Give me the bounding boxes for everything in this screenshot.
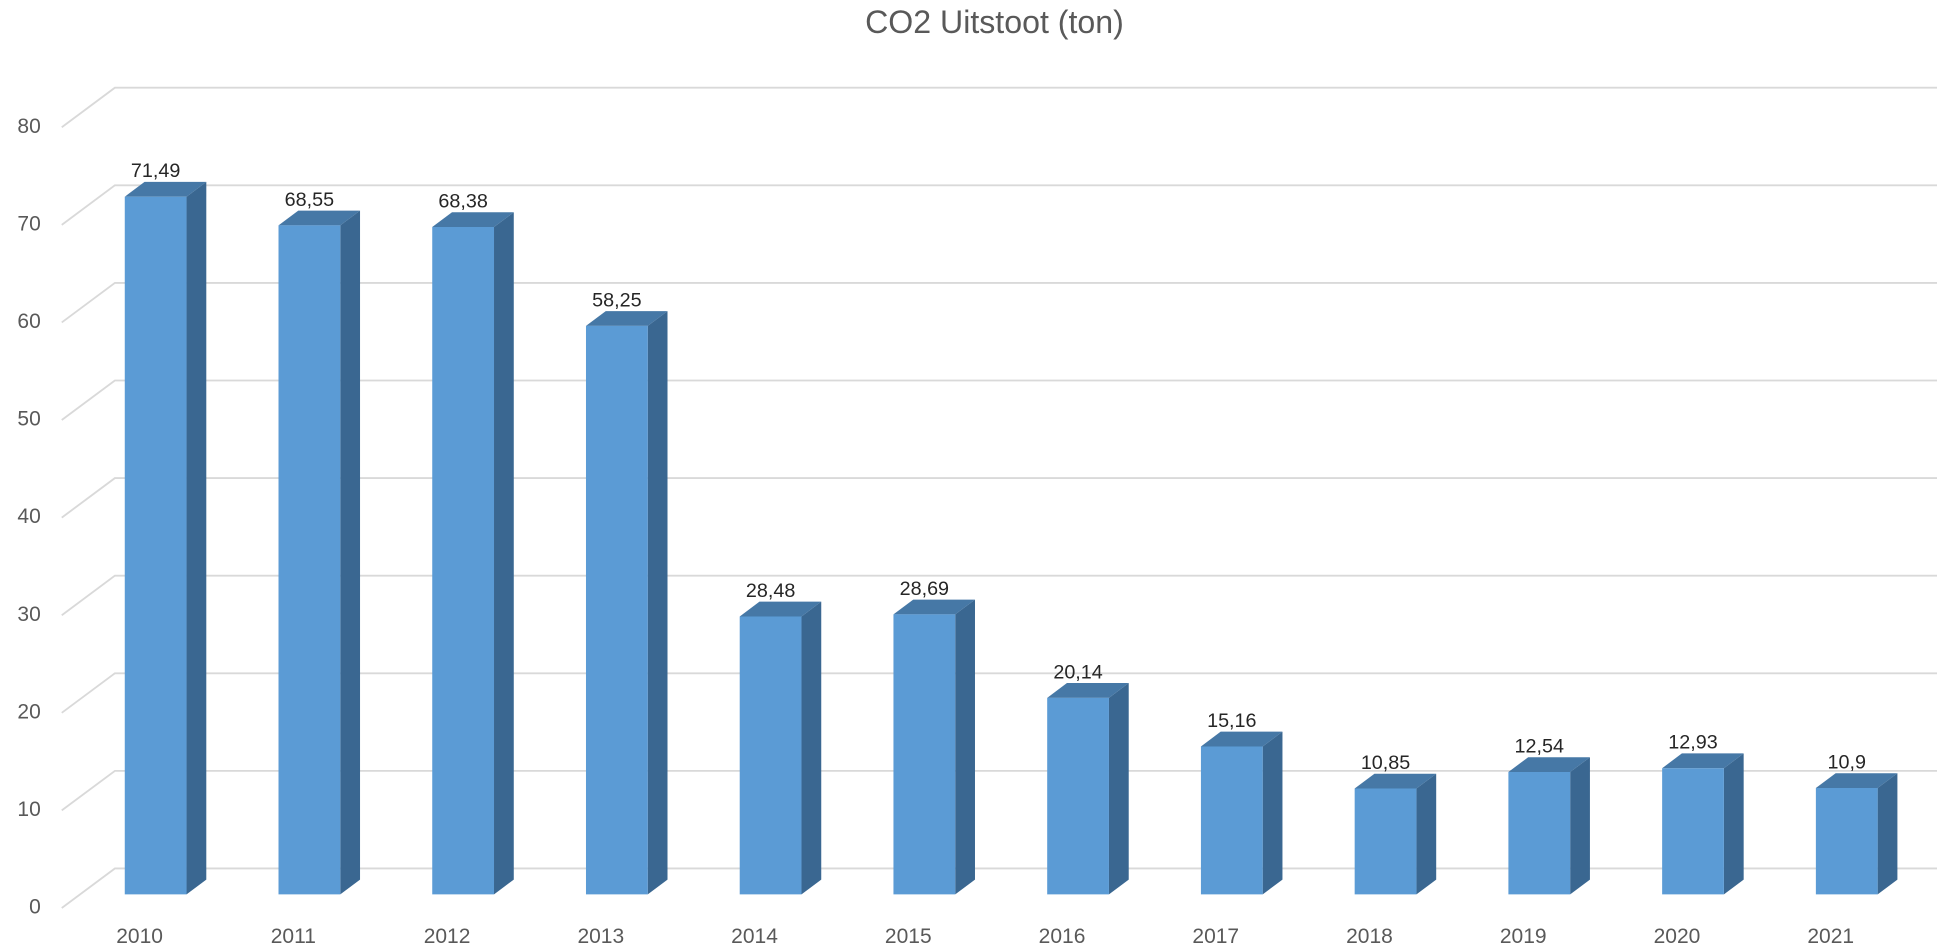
bar [1508, 757, 1590, 895]
y-tick-label: 80 [17, 115, 40, 138]
bar-side [186, 181, 207, 895]
bar [739, 601, 822, 895]
bar-top [1508, 757, 1590, 773]
bar-front [1047, 697, 1109, 895]
bar-top [1047, 683, 1129, 698]
bar-side [1877, 773, 1898, 895]
bar-top [278, 210, 361, 226]
bar [585, 311, 668, 895]
bar-front [739, 616, 802, 895]
x-tick-label: 2013 [577, 925, 624, 948]
bar-top [585, 311, 668, 326]
bar-front [1662, 768, 1724, 895]
bar [1354, 773, 1437, 895]
grid-line [61, 672, 1937, 714]
y-tick-label: 30 [17, 603, 40, 626]
bar [278, 210, 361, 895]
bar-front [124, 196, 187, 895]
x-tick-label: 2011 [271, 925, 316, 948]
value-label: 15,16 [1207, 710, 1256, 732]
x-tick-label: 2010 [116, 925, 163, 948]
y-tick-label: 50 [17, 408, 40, 431]
x-tick-label: 2014 [731, 925, 778, 948]
value-label: 20,14 [1053, 661, 1102, 683]
bar [124, 181, 207, 895]
x-tick-label: 2016 [1039, 925, 1086, 948]
value-label: 71,49 [131, 160, 180, 182]
bar-side [801, 601, 822, 895]
y-tick-label: 70 [17, 212, 40, 235]
x-tick-label: 2021 [1807, 925, 1854, 948]
y-tick-label: 40 [17, 505, 40, 528]
bar-top [432, 212, 514, 228]
bar-front [1508, 772, 1571, 895]
value-label: 68,38 [438, 191, 487, 213]
value-label: 58,25 [592, 289, 641, 311]
grid-line [61, 184, 1937, 226]
bar-side [1416, 773, 1437, 895]
x-tick-label: 2020 [1654, 925, 1701, 948]
value-label: 12,54 [1515, 736, 1564, 758]
value-label: 10,85 [1361, 752, 1410, 774]
bar-side [1108, 683, 1129, 895]
bar-front [893, 614, 956, 895]
bar [432, 212, 514, 895]
grid-line [61, 769, 1937, 812]
x-tick-label: 2015 [885, 925, 932, 948]
value-label: 28,48 [746, 580, 795, 602]
bar-side [1723, 753, 1744, 895]
y-tick-label: 20 [17, 700, 40, 723]
bar-top [1354, 773, 1437, 789]
grid-line [61, 281, 1937, 324]
value-label: 68,55 [285, 189, 334, 211]
grid-line [61, 477, 1937, 519]
bar [1662, 753, 1744, 895]
bar-top [1200, 731, 1283, 747]
y-tick-label: 0 [29, 896, 41, 919]
bar-top [1662, 753, 1744, 769]
bar-side [340, 210, 361, 895]
grid-line [61, 86, 1937, 128]
value-label: 28,69 [900, 578, 949, 600]
chart-title: CO2 Uitstoot (ton) [865, 4, 1124, 40]
bar-front [1200, 746, 1263, 895]
x-tick-label: 2019 [1500, 925, 1547, 948]
bar-front [1815, 788, 1878, 895]
bar-side [494, 212, 514, 895]
y-tick-label: 60 [17, 310, 40, 333]
bar [893, 599, 975, 895]
bar-top [739, 601, 822, 617]
bar-side [955, 599, 975, 895]
bar-top [124, 181, 207, 197]
x-tick-label: 2018 [1346, 925, 1393, 948]
bar-top [1815, 773, 1898, 789]
bar-front [1354, 788, 1417, 895]
bar [1815, 773, 1898, 895]
bar-front [432, 227, 495, 895]
x-tick-label: 2017 [1192, 925, 1239, 948]
bar-side [647, 311, 668, 895]
value-label: 10,9 [1828, 752, 1866, 774]
bar [1200, 731, 1283, 895]
x-tick-label: 2012 [424, 925, 471, 948]
grid-line [61, 867, 1937, 909]
grid-line [61, 379, 1937, 421]
bar-front [585, 325, 648, 895]
value-label: 12,93 [1668, 732, 1717, 754]
bar-side [1570, 757, 1590, 895]
bar-front [278, 225, 341, 895]
y-tick-label: 10 [17, 798, 40, 821]
bar [1047, 683, 1129, 895]
grid-line [61, 574, 1937, 616]
bar-top [893, 599, 975, 615]
bar-side [1262, 731, 1283, 895]
